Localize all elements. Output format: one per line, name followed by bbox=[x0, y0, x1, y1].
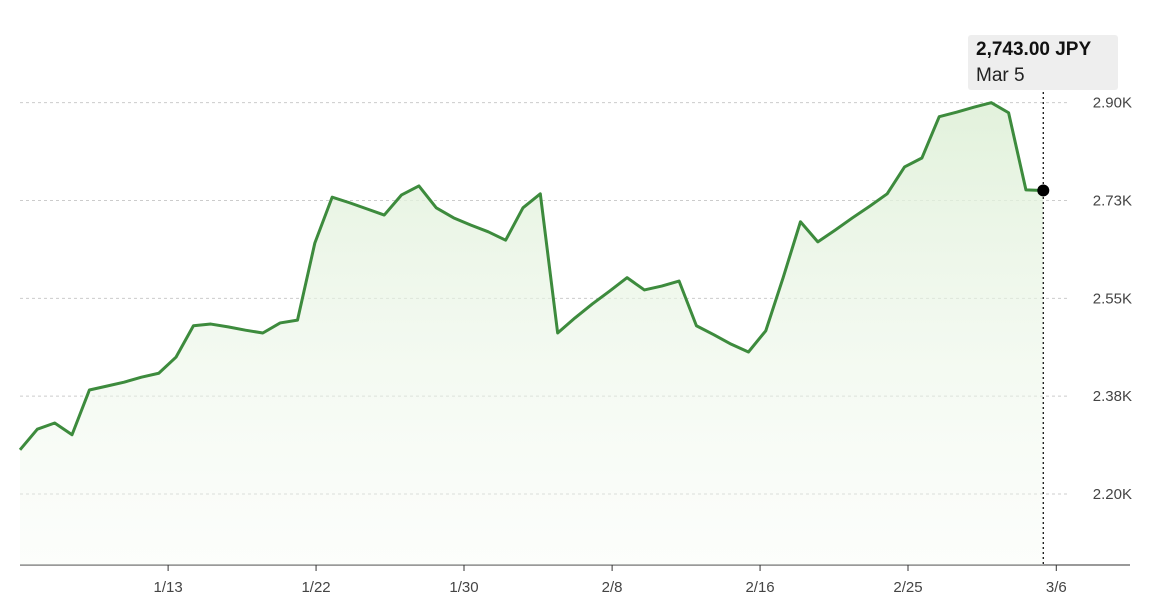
y-tick-label: 2.20K bbox=[1093, 486, 1132, 503]
y-tick-label: 2.90K bbox=[1093, 95, 1132, 112]
x-tick-label: 1/22 bbox=[301, 579, 330, 596]
tooltip-value: 2,743.00 JPY bbox=[976, 39, 1091, 60]
line bbox=[18, 101, 1044, 451]
y-tick-label: 2.55K bbox=[1093, 290, 1132, 307]
area bbox=[20, 102, 1044, 566]
x-tick-label: 1/13 bbox=[154, 579, 183, 596]
tooltip-date: Mar 5 bbox=[976, 65, 1025, 86]
y-tick-label: 2.38K bbox=[1093, 388, 1132, 405]
x-tick-label: 2/25 bbox=[893, 579, 922, 596]
x-tick-label: 1/30 bbox=[449, 579, 478, 596]
x-tick-label: 2/8 bbox=[602, 579, 623, 596]
x-tick-label: 3/6 bbox=[1046, 579, 1067, 596]
tooltip: 2,743.00 JPY Mar 5 bbox=[968, 35, 1118, 90]
x-tick-label: 2/16 bbox=[745, 579, 774, 596]
tooltip-box bbox=[968, 35, 1118, 90]
y-tick-label: 2.73K bbox=[1093, 192, 1132, 209]
current-point bbox=[1037, 184, 1050, 197]
